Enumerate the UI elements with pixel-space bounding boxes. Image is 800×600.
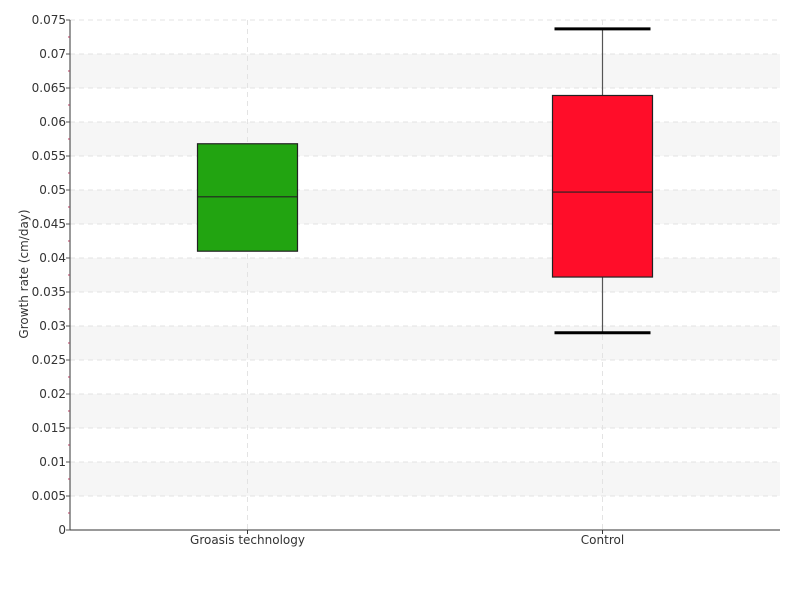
y-tick-label: 0.075 (32, 13, 66, 27)
y-tick-label: 0.045 (32, 217, 66, 231)
y-tick-label: 0.035 (32, 285, 66, 299)
y-tick-label: 0 (58, 523, 66, 537)
grid-band (70, 190, 780, 224)
y-axis-ticks: 0 0.005 0.01 0.015 0.02 0.025 0.03 0.035 0.04 0.0… (32, 13, 70, 537)
x-tick-label: Groasis technology (190, 533, 305, 547)
y-tick-label: 0.065 (32, 81, 66, 95)
x-axis-ticks: Groasis technology Control (190, 530, 624, 547)
x-tick-label: Control (581, 533, 624, 547)
box-iqr (196, 143, 299, 252)
y-tick-label: 0.05 (39, 183, 66, 197)
y-tick-label: 0.07 (39, 47, 66, 61)
boxes (196, 27, 654, 335)
y-tick-label: 0.055 (32, 149, 66, 163)
y-tick-label: 0.015 (32, 421, 66, 435)
box-2 (551, 27, 654, 335)
grid-bands (70, 54, 780, 496)
grid-band (70, 326, 780, 360)
box-1 (196, 143, 299, 252)
y-tick-label: 0.06 (39, 115, 66, 129)
grid-band (70, 462, 780, 496)
grid-band (70, 54, 780, 88)
y-tick-label: 0.04 (39, 251, 66, 265)
grid-band (70, 394, 780, 428)
y-tick-label: 0.025 (32, 353, 66, 367)
box-iqr (551, 94, 654, 278)
y-tick-label: 0.03 (39, 319, 66, 333)
y-tick-label: 0.01 (39, 455, 66, 469)
grid-band (70, 258, 780, 292)
y-axis-label: Growth rate (cm/day) (17, 209, 31, 338)
y-tick-label: 0.005 (32, 489, 66, 503)
grid-band (70, 122, 780, 156)
y-tick-label: 0.02 (39, 387, 66, 401)
